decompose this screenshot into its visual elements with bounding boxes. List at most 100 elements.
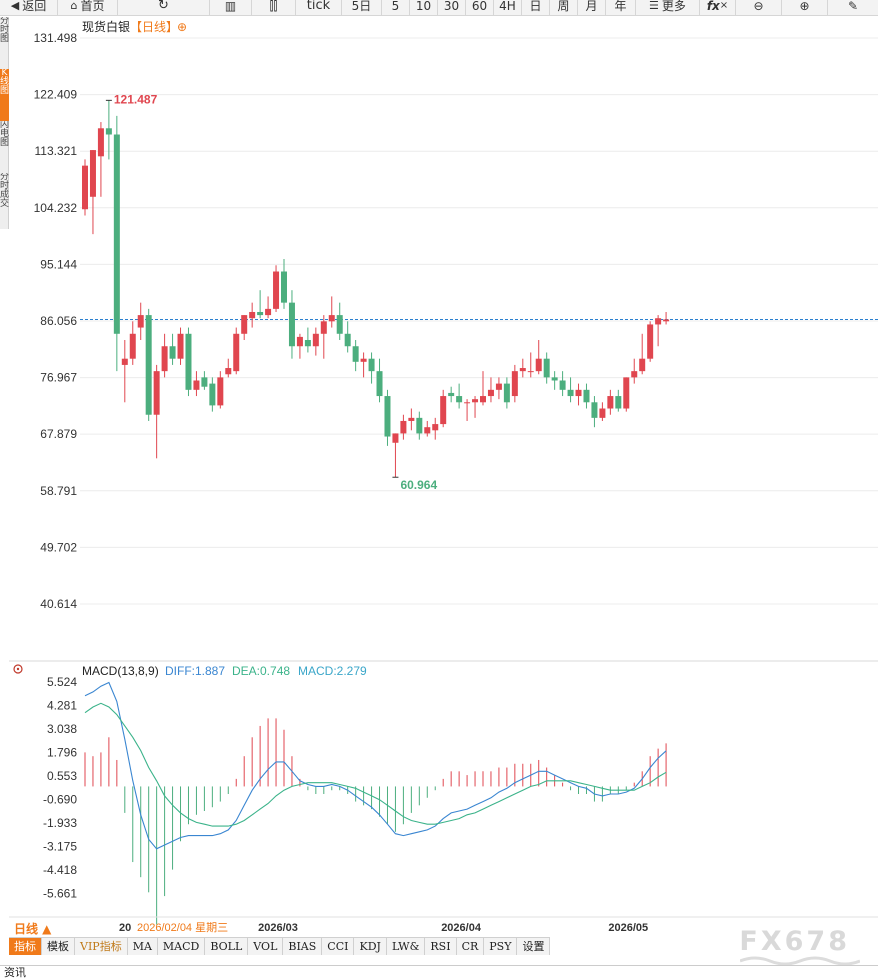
date-tick-label: 20 <box>119 922 131 934</box>
back-button[interactable]: ◀ 返回 <box>0 0 58 16</box>
period-10min[interactable]: 10 <box>410 0 438 16</box>
candle-body <box>288 302 295 347</box>
candle-body <box>607 396 614 409</box>
candle <box>249 302 256 328</box>
tab-cci[interactable]: CCI <box>322 938 355 955</box>
candle <box>312 327 319 356</box>
bar-chart-type-button[interactable]: ▥ <box>210 0 252 16</box>
period-year[interactable]: 年 <box>606 0 636 16</box>
zoom-in-button[interactable]: ⊕ <box>782 0 828 16</box>
candle <box>519 358 526 378</box>
candlestick-icon: ⫿⫿ <box>269 0 278 13</box>
candle-body <box>129 333 136 359</box>
min-price-label: 60.964 <box>400 478 437 492</box>
candle-body <box>400 420 407 434</box>
candle <box>82 159 88 216</box>
candle-body <box>193 380 200 390</box>
candle-body <box>376 371 383 397</box>
candle-body <box>559 380 566 390</box>
candle-body <box>137 315 144 328</box>
candle <box>599 402 606 421</box>
formula-button[interactable]: fx × <box>700 0 736 16</box>
tick-button[interactable]: tick <box>296 0 342 16</box>
candle-body <box>480 396 486 403</box>
tab-vip-indicator[interactable]: VIP指标 <box>75 938 128 955</box>
candle <box>201 371 208 390</box>
tab-kdj[interactable]: KDJ <box>354 938 387 955</box>
candle-chart-type-button[interactable]: ⫿⫿ <box>252 0 296 16</box>
candle-body <box>551 377 558 381</box>
period-week[interactable]: 周 <box>550 0 578 16</box>
candle <box>225 358 232 378</box>
candle-body <box>265 308 272 316</box>
candle-body <box>145 315 152 415</box>
candle <box>193 371 200 397</box>
tab-cr[interactable]: CR <box>457 938 485 955</box>
tab-intraday-trades[interactable]: 分时成交 <box>0 173 9 209</box>
tab-ma[interactable]: MA <box>128 938 158 955</box>
candle-body <box>328 315 335 322</box>
price-tick-label: 122.409 <box>34 88 78 102</box>
candle <box>503 377 510 409</box>
tab-macd[interactable]: MACD <box>158 938 206 955</box>
period-5day[interactable]: 5日 <box>342 0 382 16</box>
tab-boll[interactable]: BOLL <box>205 938 249 955</box>
period-4h[interactable]: 4H <box>494 0 522 16</box>
period-60min[interactable]: 60 <box>466 0 494 16</box>
tab-template[interactable]: 模板 <box>42 938 75 955</box>
tab-lightning[interactable]: 闪电图 <box>0 121 9 148</box>
date-tick-label: 2026/03 <box>258 922 298 934</box>
zoom-out-button[interactable]: ⊖ <box>736 0 782 16</box>
tab-kline[interactable]: K线图 <box>0 69 9 121</box>
candle <box>384 389 391 446</box>
tab-psy[interactable]: PSY <box>484 938 518 955</box>
tab-rsi[interactable]: RSI <box>425 938 457 955</box>
news-tab[interactable]: 资讯 <box>4 966 26 978</box>
bar-chart-icon: ▥ <box>224 0 237 13</box>
price-tick-label: 113.321 <box>35 144 78 158</box>
refresh-button[interactable]: ↻ <box>118 0 210 16</box>
macd-tick-label: -0.690 <box>43 792 77 806</box>
add-indicator-icon[interactable]: ⊕ <box>177 20 187 34</box>
price-grid <box>80 37 878 605</box>
candle <box>487 377 494 403</box>
tab-settings[interactable]: 设置 <box>517 938 551 955</box>
candle-body <box>535 358 542 372</box>
price-tick-label: 40.614 <box>40 597 77 611</box>
tab-vol[interactable]: VOL <box>248 938 284 955</box>
candle <box>647 321 654 362</box>
tab-intraday[interactable]: 分时图 <box>0 17 9 44</box>
candle <box>416 411 423 440</box>
candle <box>440 389 447 428</box>
period-month[interactable]: 月 <box>578 0 606 16</box>
candle-body <box>623 377 630 409</box>
candle <box>583 383 590 409</box>
candle <box>360 352 367 378</box>
period-30min[interactable]: 30 <box>438 0 466 16</box>
macd-dea-value: DEA:0.748 <box>232 664 290 678</box>
candle <box>639 333 646 375</box>
period-day[interactable]: 日 <box>522 0 550 16</box>
period-selector-button[interactable]: 日线 ▲ <box>14 922 52 936</box>
tab-indicator[interactable]: 指标 <box>9 938 42 955</box>
candle-body <box>217 377 224 406</box>
period-5min[interactable]: 5 <box>382 0 410 16</box>
macd-settings-icon[interactable] <box>13 664 23 674</box>
candle <box>527 352 534 378</box>
draw-tool-button[interactable]: ✎ <box>828 0 878 16</box>
more-button[interactable]: ☰ 更多 <box>636 0 700 16</box>
candle-body <box>169 346 176 359</box>
price-tick-label: 58.791 <box>40 484 77 498</box>
candle-body <box>472 399 479 403</box>
kline-chart[interactable]: 131.498 122.409 113.321 104.232 95.144 86.056… <box>0 0 878 937</box>
candle-body <box>281 271 287 303</box>
tab-bias[interactable]: BIAS <box>283 938 323 955</box>
home-button[interactable]: ⌂ 首页 <box>58 0 118 16</box>
extreme-markers: 121.487 60.964 <box>105 92 437 492</box>
candle-body <box>392 433 399 443</box>
candle <box>551 371 558 390</box>
candle-body <box>177 333 184 359</box>
macd-tick-label: -3.175 <box>43 839 77 853</box>
tab-lw[interactable]: LW& <box>387 938 426 955</box>
candle-body <box>105 128 112 135</box>
